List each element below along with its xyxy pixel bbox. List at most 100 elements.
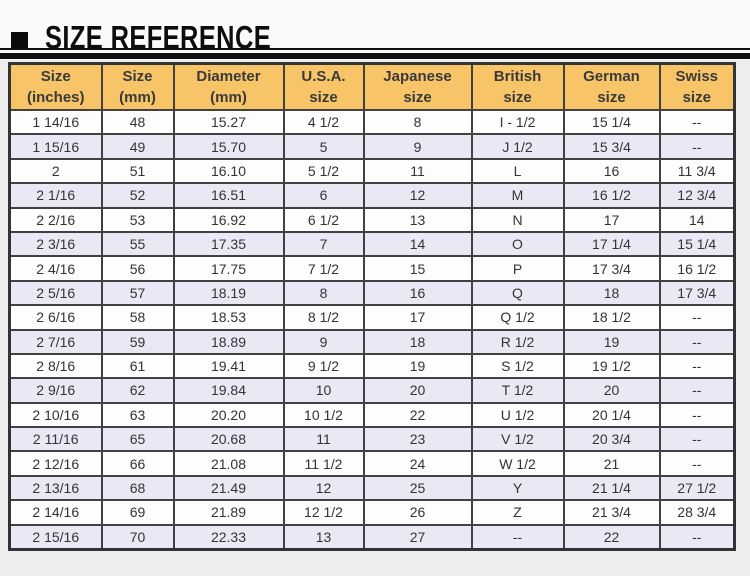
- table-cell: 2 6/16: [8, 304, 103, 331]
- table-cell: 13: [362, 206, 473, 233]
- table-cell: 17: [362, 304, 473, 331]
- table-cell: 65: [100, 426, 175, 453]
- table-cell: 10 1/2: [282, 401, 365, 429]
- table-cell: 15.70: [172, 133, 285, 160]
- table-cell: 19: [562, 328, 661, 355]
- table-cell: 56: [100, 255, 175, 282]
- table-cell: 63: [100, 401, 175, 429]
- table-cell: 21: [562, 450, 661, 477]
- table-cell: 19.84: [172, 377, 285, 404]
- black-square-bullet-icon: [11, 31, 28, 48]
- table-cell: 16.92: [172, 206, 285, 233]
- table-row: 1 15/16 49 15.70 5 9 J 1/2 15 3/4 --: [8, 133, 736, 160]
- table-cell: --: [658, 523, 736, 551]
- table-cell: 15 1/4: [658, 230, 736, 258]
- table-cell: 1 14/16: [8, 108, 103, 136]
- table-cell: O: [470, 230, 565, 258]
- table-cell: 24: [362, 450, 473, 477]
- table-cell: --: [658, 352, 736, 380]
- table-cell: 2 10/16: [8, 401, 103, 429]
- table-cell: 4 1/2: [282, 108, 365, 136]
- table-row: 2 3/16 55 17.35 7 14 O 17 1/4 15 1/4: [8, 230, 736, 258]
- table-cell: R 1/2: [470, 328, 565, 355]
- table-cell: Q 1/2: [470, 304, 565, 331]
- table-cell: 18.19: [172, 279, 285, 307]
- table-cell: 11 3/4: [658, 157, 736, 185]
- table-cell: 21 1/4: [562, 474, 661, 502]
- table-cell: 2 2/16: [8, 206, 103, 233]
- table-row: 2 11/16 65 20.68 11 23 V 1/2 20 3/4 --: [8, 426, 736, 453]
- column-header: Swiss size: [658, 62, 736, 111]
- table-cell: W 1/2: [470, 450, 565, 477]
- table-cell: 17.75: [172, 255, 285, 282]
- table-cell: 59: [100, 328, 175, 355]
- table-row: 2 7/16 59 18.89 9 18 R 1/2 19 --: [8, 328, 736, 355]
- table-row: 1 14/16 48 15.27 4 1/2 8 I - 1/2 15 1/4 --: [8, 108, 736, 136]
- table-cell: 5 1/2: [282, 157, 365, 185]
- table-cell: 15 3/4: [562, 133, 661, 160]
- table-cell: 16 1/2: [562, 182, 661, 209]
- table-cell: J 1/2: [470, 133, 565, 160]
- table-cell: 20: [362, 377, 473, 404]
- table-cell: 52: [100, 182, 175, 209]
- table-cell: 6 1/2: [282, 206, 365, 233]
- table-cell: 2 4/16: [8, 255, 103, 282]
- table-cell: 2 8/16: [8, 352, 103, 380]
- table-cell: 16 1/2: [658, 255, 736, 282]
- table-cell: --: [658, 450, 736, 477]
- table-cell: 20 3/4: [562, 426, 661, 453]
- table-cell: 49: [100, 133, 175, 160]
- table-cell: 2 5/16: [8, 279, 103, 307]
- table-cell: 2 9/16: [8, 377, 103, 404]
- table-cell: 7 1/2: [282, 255, 365, 282]
- table-cell: 16: [562, 157, 661, 185]
- table-row: 2 13/16 68 21.49 12 25 Y 21 1/4 27 1/2: [8, 474, 736, 502]
- column-header: German size: [562, 62, 661, 111]
- table-cell: 12: [362, 182, 473, 209]
- table-cell: 6: [282, 182, 365, 209]
- table-cell: 16.10: [172, 157, 285, 185]
- table-cell: U 1/2: [470, 401, 565, 429]
- table-cell: 48: [100, 108, 175, 136]
- table-cell: 21.49: [172, 474, 285, 502]
- table-cell: 23: [362, 426, 473, 453]
- table-cell: 22: [562, 523, 661, 551]
- table-cell: 2 14/16: [8, 499, 103, 526]
- table-row: 2 14/16 69 21.89 12 1/2 26 Z 21 3/4 28 3/4: [8, 499, 736, 526]
- table-cell: 17: [562, 206, 661, 233]
- table-header-row: Size (inches) Size (mm) Diameter (mm) U.S.A…: [8, 62, 736, 111]
- column-header: British size: [470, 62, 565, 111]
- table-cell: 16: [362, 279, 473, 307]
- table-cell: 57: [100, 279, 175, 307]
- table-row: 2 10/16 63 20.20 10 1/2 22 U 1/2 20 1/4 --: [8, 401, 736, 429]
- table-cell: 66: [100, 450, 175, 477]
- table-cell: V 1/2: [470, 426, 565, 453]
- table-cell: 17 1/4: [562, 230, 661, 258]
- table-cell: 19.41: [172, 352, 285, 380]
- table-row: 2 15/16 70 22.33 13 27 -- 22 --: [8, 523, 736, 551]
- table-cell: --: [658, 133, 736, 160]
- table-row: 2 51 16.10 5 1/2 11 L 16 11 3/4: [8, 157, 736, 185]
- table-cell: 68: [100, 474, 175, 502]
- table-cell: N: [470, 206, 565, 233]
- table-cell: 8 1/2: [282, 304, 365, 331]
- divider-thick: [0, 53, 750, 59]
- table-cell: 2 15/16: [8, 523, 103, 551]
- ring-size-table: Size (inches) Size (mm) Diameter (mm) U.S.A…: [8, 62, 736, 552]
- table-cell: 21.08: [172, 450, 285, 477]
- table-cell: 58: [100, 304, 175, 331]
- table-cell: 25: [362, 474, 473, 502]
- table-cell: 2 13/16: [8, 474, 103, 502]
- table-cell: 12: [282, 474, 365, 502]
- table-cell: 14: [658, 206, 736, 233]
- table-cell: 20 1/4: [562, 401, 661, 429]
- table-cell: 16.51: [172, 182, 285, 209]
- table-cell: 21 3/4: [562, 499, 661, 526]
- table-cell: 2 12/16: [8, 450, 103, 477]
- table-cell: 9: [282, 328, 365, 355]
- table-cell: 18 1/2: [562, 304, 661, 331]
- table-cell: I - 1/2: [470, 108, 565, 136]
- table-cell: 21.89: [172, 499, 285, 526]
- table-cell: 11: [362, 157, 473, 185]
- column-header: Size (mm): [100, 62, 175, 111]
